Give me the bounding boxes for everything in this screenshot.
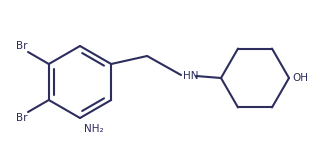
Text: NH₂: NH₂: [84, 124, 104, 134]
Text: Br: Br: [16, 41, 27, 51]
Text: Br: Br: [16, 113, 27, 123]
Text: HN: HN: [183, 71, 199, 81]
Text: OH: OH: [292, 73, 308, 83]
